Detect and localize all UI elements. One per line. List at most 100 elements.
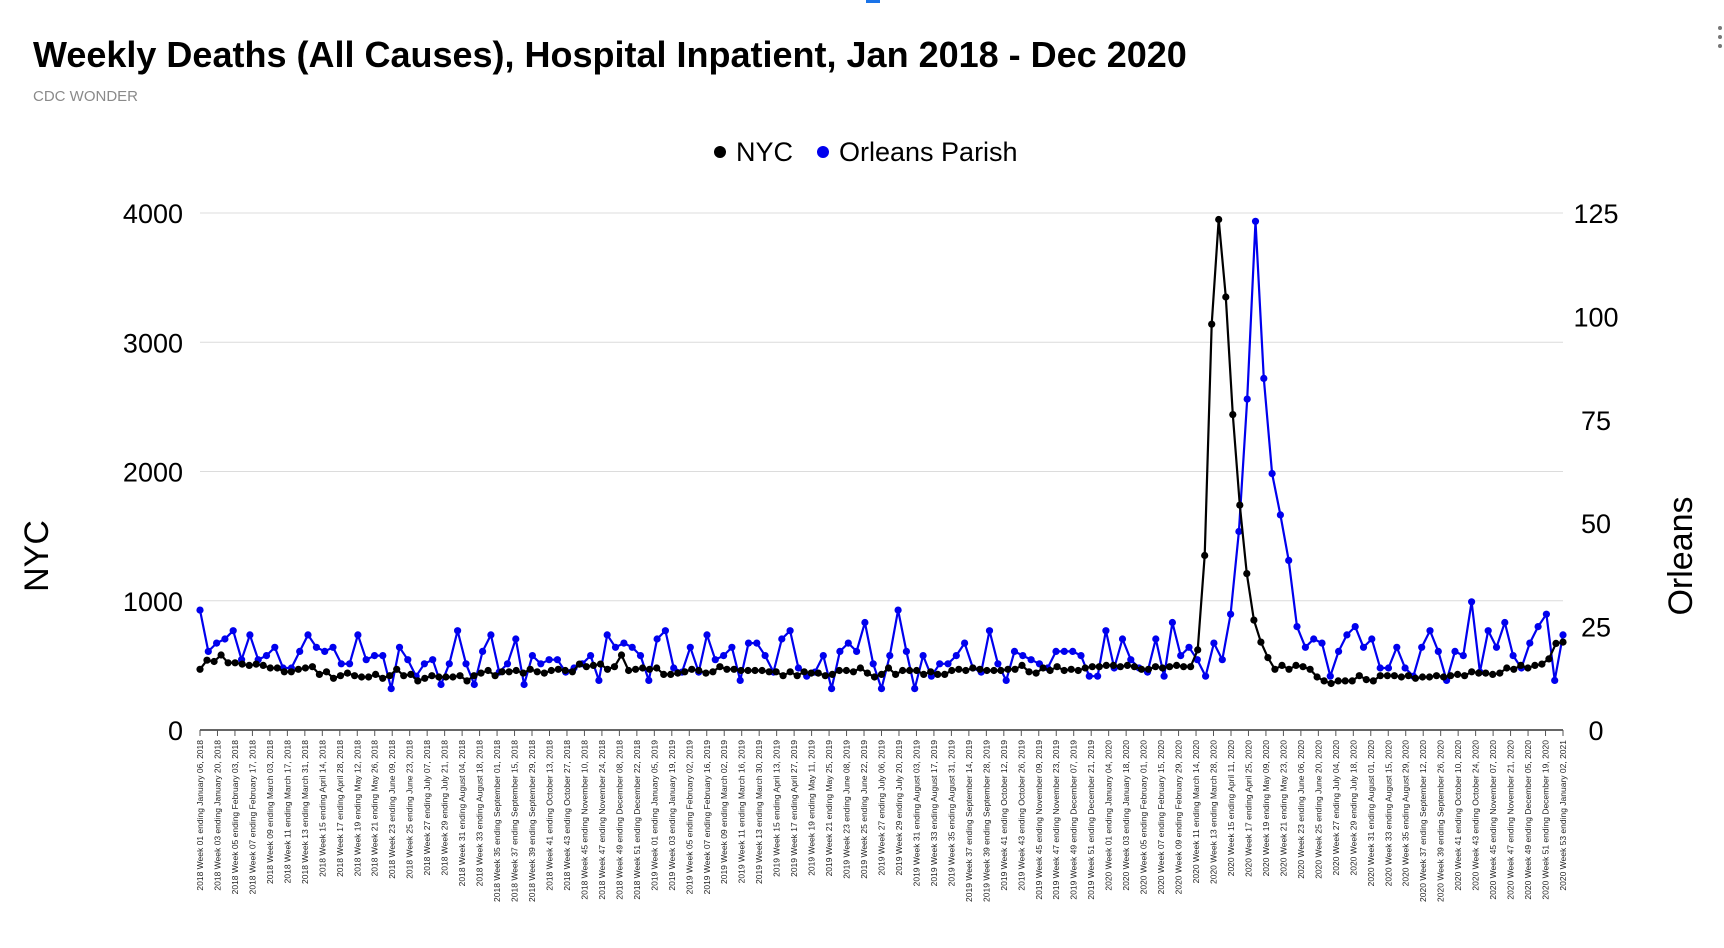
data-point bbox=[312, 643, 320, 651]
data-point bbox=[869, 660, 877, 668]
series-line bbox=[199, 218, 1564, 685]
data-point bbox=[1461, 672, 1469, 680]
data-point bbox=[354, 631, 362, 639]
data-point bbox=[420, 660, 428, 668]
data-point bbox=[484, 666, 492, 675]
legend-label: Orleans Parish bbox=[839, 137, 1018, 167]
data-point bbox=[1010, 647, 1019, 656]
data-point bbox=[533, 668, 541, 676]
data-point bbox=[414, 677, 422, 685]
data-point bbox=[1482, 669, 1490, 677]
data-point bbox=[1451, 647, 1459, 656]
data-point bbox=[828, 670, 836, 679]
x-tick-label: 2018 Week 05 ending February 03, 2018 bbox=[230, 740, 240, 895]
data-point bbox=[322, 668, 331, 676]
data-point bbox=[1260, 374, 1268, 382]
data-point bbox=[595, 676, 603, 685]
data-point bbox=[1210, 639, 1218, 647]
data-point bbox=[429, 656, 437, 664]
x-tick-label: 2020 Week 15 ending April 11, 2020 bbox=[1226, 740, 1236, 877]
top-indicator bbox=[866, 0, 880, 3]
x-tick-label: 2019 Week 19 ending May 11, 2019 bbox=[807, 740, 817, 876]
data-point bbox=[362, 656, 370, 664]
data-point bbox=[1088, 663, 1096, 671]
data-point bbox=[370, 652, 379, 660]
x-tick-label: 2018 Week 29 ending July 21, 2018 bbox=[440, 740, 450, 876]
data-point bbox=[449, 673, 457, 681]
data-point bbox=[948, 666, 956, 675]
data-point bbox=[961, 639, 969, 647]
data-point bbox=[561, 666, 569, 675]
data-point bbox=[491, 672, 499, 680]
data-point bbox=[911, 685, 919, 693]
data-point bbox=[582, 663, 591, 671]
x-tick-label: 2018 Week 31 ending August 04, 2018 bbox=[457, 740, 467, 887]
data-point bbox=[589, 661, 598, 670]
x-tick-label: 2019 Week 23 ending June 08, 2019 bbox=[842, 740, 852, 879]
data-point bbox=[386, 672, 394, 680]
data-point bbox=[271, 643, 279, 651]
x-tick-label: 2020 Week 35 ending August 29, 2020 bbox=[1401, 740, 1411, 887]
data-point bbox=[1102, 661, 1110, 670]
data-point bbox=[308, 663, 316, 671]
x-tick-label: 2020 Week 45 ending November 07, 2020 bbox=[1488, 740, 1498, 900]
data-point bbox=[221, 635, 229, 643]
data-point bbox=[1510, 665, 1518, 673]
data-point bbox=[404, 656, 412, 664]
data-point bbox=[645, 676, 653, 685]
data-point bbox=[870, 673, 879, 681]
data-point bbox=[554, 665, 562, 673]
x-tick-label: 2019 Week 45 ending November 09, 2019 bbox=[1034, 740, 1044, 900]
data-point bbox=[1531, 661, 1539, 670]
data-point bbox=[1094, 672, 1102, 680]
legend-marker bbox=[714, 146, 726, 158]
data-point bbox=[442, 673, 450, 681]
data-point bbox=[372, 670, 380, 679]
data-point bbox=[761, 652, 769, 660]
more-options-icon[interactable] bbox=[1718, 26, 1724, 52]
data-point bbox=[744, 666, 752, 675]
data-point bbox=[955, 665, 963, 673]
y-left-tick-label: 3000 bbox=[123, 328, 183, 358]
data-point bbox=[329, 643, 337, 651]
y-right-tick-label: 50 bbox=[1581, 509, 1611, 539]
x-tick-label: 2019 Week 51 ending December 21, 2019 bbox=[1086, 740, 1096, 900]
data-point bbox=[884, 664, 893, 672]
x-tick-label: 2018 Week 21 ending May 26, 2018 bbox=[370, 740, 380, 877]
data-point bbox=[1027, 656, 1035, 664]
data-point bbox=[1081, 664, 1089, 672]
data-point bbox=[990, 666, 998, 675]
x-tick-label: 2020 Week 11 ending March 14, 2020 bbox=[1191, 740, 1201, 884]
data-point bbox=[969, 664, 977, 672]
y-left-tick-label: 2000 bbox=[123, 458, 183, 488]
data-point bbox=[387, 685, 395, 693]
data-point bbox=[1447, 672, 1455, 680]
x-tick-label: 2019 Week 37 ending September 14, 2019 bbox=[964, 740, 974, 902]
data-point bbox=[1489, 670, 1497, 679]
data-point bbox=[836, 647, 844, 656]
data-point bbox=[1085, 672, 1093, 680]
data-point bbox=[1318, 639, 1326, 647]
x-tick-label: 2020 Week 17 ending April 25, 2020 bbox=[1243, 740, 1253, 877]
data-point bbox=[1067, 665, 1075, 673]
data-point bbox=[703, 631, 711, 639]
data-point bbox=[487, 631, 495, 639]
x-tick-label: 2020 Week 29 ending July 18, 2020 bbox=[1348, 740, 1358, 876]
y-left-tick-label: 4000 bbox=[123, 199, 183, 229]
data-point bbox=[1517, 661, 1525, 670]
data-point bbox=[1475, 669, 1483, 677]
data-point bbox=[807, 669, 815, 677]
data-point bbox=[962, 666, 970, 675]
data-point bbox=[540, 669, 548, 677]
data-point bbox=[603, 631, 611, 639]
data-point bbox=[1418, 643, 1426, 651]
data-point bbox=[238, 660, 246, 668]
x-tick-label: 2018 Week 47 ending November 24, 2018 bbox=[597, 740, 607, 900]
data-point bbox=[358, 673, 366, 681]
data-point bbox=[210, 657, 218, 666]
data-point bbox=[1376, 664, 1384, 672]
x-tick-label: 2019 Week 29 ending July 20, 2019 bbox=[894, 740, 904, 876]
data-point bbox=[1425, 673, 1434, 681]
data-point bbox=[892, 670, 900, 679]
data-point bbox=[196, 606, 204, 614]
